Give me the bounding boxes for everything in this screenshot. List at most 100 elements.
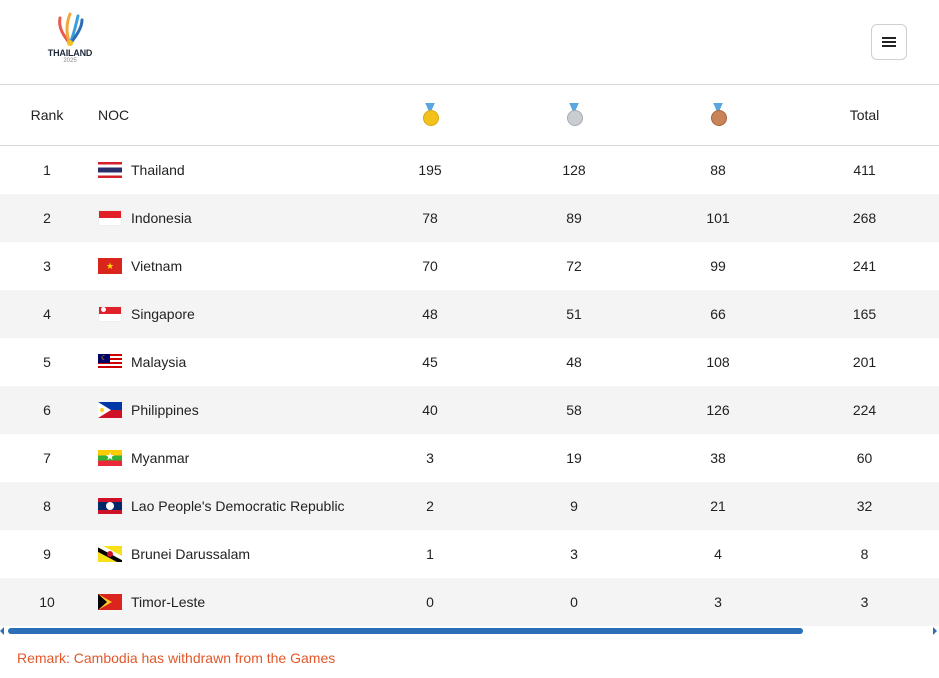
scroll-left-icon[interactable] xyxy=(0,627,4,635)
menu-button[interactable] xyxy=(871,24,907,60)
total-count: 8 xyxy=(860,546,869,562)
table-row[interactable]: 10 Timor-Leste 0 0 3 3 xyxy=(0,578,939,626)
country-name[interactable]: Lao People's Democratic Republic xyxy=(131,498,345,514)
gold-count: 40 xyxy=(358,386,502,434)
bronze-count: 66 xyxy=(646,290,790,338)
noc-cell[interactable]: ☾ Malaysia xyxy=(94,338,358,386)
table-row[interactable]: 8 Lao People's Democratic Republic 2 9 21 32 xyxy=(0,482,939,530)
bronze-header[interactable] xyxy=(646,85,790,146)
country-name[interactable]: Brunei Darussalam xyxy=(131,546,251,562)
rank-cell: 8 xyxy=(0,482,94,530)
country-flag-icon xyxy=(98,498,122,514)
noc-cell[interactable]: Lao People's Democratic Republic xyxy=(94,482,358,530)
country-name[interactable]: Indonesia xyxy=(131,210,192,226)
rank-cell: 4 xyxy=(0,290,94,338)
bronze-count: 108 xyxy=(706,354,730,370)
site-header: THAILAND 2025 xyxy=(0,0,939,85)
bronze-medal-icon xyxy=(709,102,727,126)
country-name[interactable]: Thailand xyxy=(131,162,185,178)
noc-cell[interactable]: Brunei Darussalam xyxy=(94,530,358,578)
noc-cell[interactable]: Thailand xyxy=(94,146,358,195)
total-count: 224 xyxy=(790,386,939,434)
table-header-row: Rank NOC Total xyxy=(0,85,939,146)
country-flag-icon xyxy=(98,306,122,322)
country-name[interactable]: Vietnam xyxy=(131,258,183,274)
table-row[interactable]: 9 Brunei Darussalam 1 3 4 8 xyxy=(0,530,939,578)
logo-year: 2025 xyxy=(63,58,77,64)
gold-count: 1 xyxy=(426,546,434,562)
country-flag-icon xyxy=(98,594,122,610)
rank-cell: 2 xyxy=(0,194,94,242)
country-flag-icon: ★ xyxy=(98,258,122,274)
noc-cell[interactable]: Timor-Leste xyxy=(94,578,358,626)
country-flag-icon: ☾ xyxy=(98,354,122,370)
noc-cell[interactable]: ★ Myanmar xyxy=(94,434,358,482)
gold-count: 195 xyxy=(418,162,442,178)
rank-cell: 10 xyxy=(0,578,94,626)
noc-cell[interactable]: ★ Vietnam xyxy=(94,242,358,290)
total-count: 165 xyxy=(790,290,939,338)
bronze-count: 126 xyxy=(646,386,790,434)
hamburger-icon xyxy=(882,37,896,47)
total-header[interactable]: Total xyxy=(790,85,939,146)
bronze-count: 88 xyxy=(710,162,726,178)
rank-header[interactable]: Rank xyxy=(0,85,94,146)
country-name[interactable]: Malaysia xyxy=(131,354,187,370)
bronze-count: 3 xyxy=(646,578,790,626)
gold-count: 45 xyxy=(422,354,438,370)
gold-count: 2 xyxy=(358,482,502,530)
silver-count: 128 xyxy=(562,162,586,178)
table-row[interactable]: 7 ★ Myanmar 3 19 38 60 xyxy=(0,434,939,482)
scroll-right-icon[interactable] xyxy=(933,627,937,635)
total-count: 411 xyxy=(853,162,876,178)
total-count: 32 xyxy=(790,482,939,530)
silver-count: 48 xyxy=(566,354,582,370)
country-flag-icon xyxy=(98,402,122,418)
rank-cell: 9 xyxy=(43,546,51,562)
bronze-count: 101 xyxy=(646,194,790,242)
rank-cell: 6 xyxy=(0,386,94,434)
silver-count: 51 xyxy=(502,290,646,338)
table-row[interactable]: 3 ★ Vietnam 70 72 99 241 xyxy=(0,242,939,290)
table-row[interactable]: 2 Indonesia 78 89 101 268 xyxy=(0,194,939,242)
rank-cell: 1 xyxy=(43,162,51,178)
rank-cell: 7 xyxy=(43,450,51,466)
bronze-count: 99 xyxy=(710,258,726,274)
gold-count: 78 xyxy=(358,194,502,242)
silver-medal-icon xyxy=(565,102,583,126)
gold-count: 48 xyxy=(358,290,502,338)
table-row[interactable]: 1 Thailand 195 128 88 411 xyxy=(0,146,939,195)
bronze-count: 38 xyxy=(710,450,726,466)
total-count: 268 xyxy=(790,194,939,242)
thailand-2025-logo[interactable]: THAILAND 2025 xyxy=(44,12,100,68)
noc-cell[interactable]: Indonesia xyxy=(94,194,358,242)
remark-text: Remark: Cambodia has withdrawn from the … xyxy=(17,650,336,666)
country-flag-icon xyxy=(98,546,122,562)
silver-count: 58 xyxy=(502,386,646,434)
scrollbar-thumb[interactable] xyxy=(8,628,803,634)
noc-header[interactable]: NOC xyxy=(94,85,358,146)
noc-cell[interactable]: Singapore xyxy=(94,290,358,338)
country-name[interactable]: Singapore xyxy=(131,306,195,322)
gold-header[interactable] xyxy=(358,85,502,146)
total-count: 60 xyxy=(856,450,873,466)
table-row[interactable]: 5 ☾ Malaysia 45 48 108 201 xyxy=(0,338,939,386)
gold-medal-icon xyxy=(421,102,439,126)
country-flag-icon xyxy=(98,210,122,226)
bronze-count: 21 xyxy=(646,482,790,530)
total-count: 201 xyxy=(852,354,877,370)
country-name[interactable]: Timor-Leste xyxy=(131,594,206,610)
table-row[interactable]: 6 Philippines 40 58 126 224 xyxy=(0,386,939,434)
country-name[interactable]: Philippines xyxy=(131,402,199,418)
table-row[interactable]: 4 Singapore 48 51 66 165 xyxy=(0,290,939,338)
total-count: 241 xyxy=(852,258,877,274)
gold-count: 0 xyxy=(358,578,502,626)
silver-count: 3 xyxy=(570,546,578,562)
country-name[interactable]: Myanmar xyxy=(131,450,190,466)
horizontal-scrollbar[interactable] xyxy=(0,625,939,637)
gold-count: 70 xyxy=(422,258,438,274)
silver-count: 19 xyxy=(566,450,582,466)
country-flag-icon xyxy=(98,162,122,178)
silver-header[interactable] xyxy=(502,85,646,146)
noc-cell[interactable]: Philippines xyxy=(94,386,358,434)
